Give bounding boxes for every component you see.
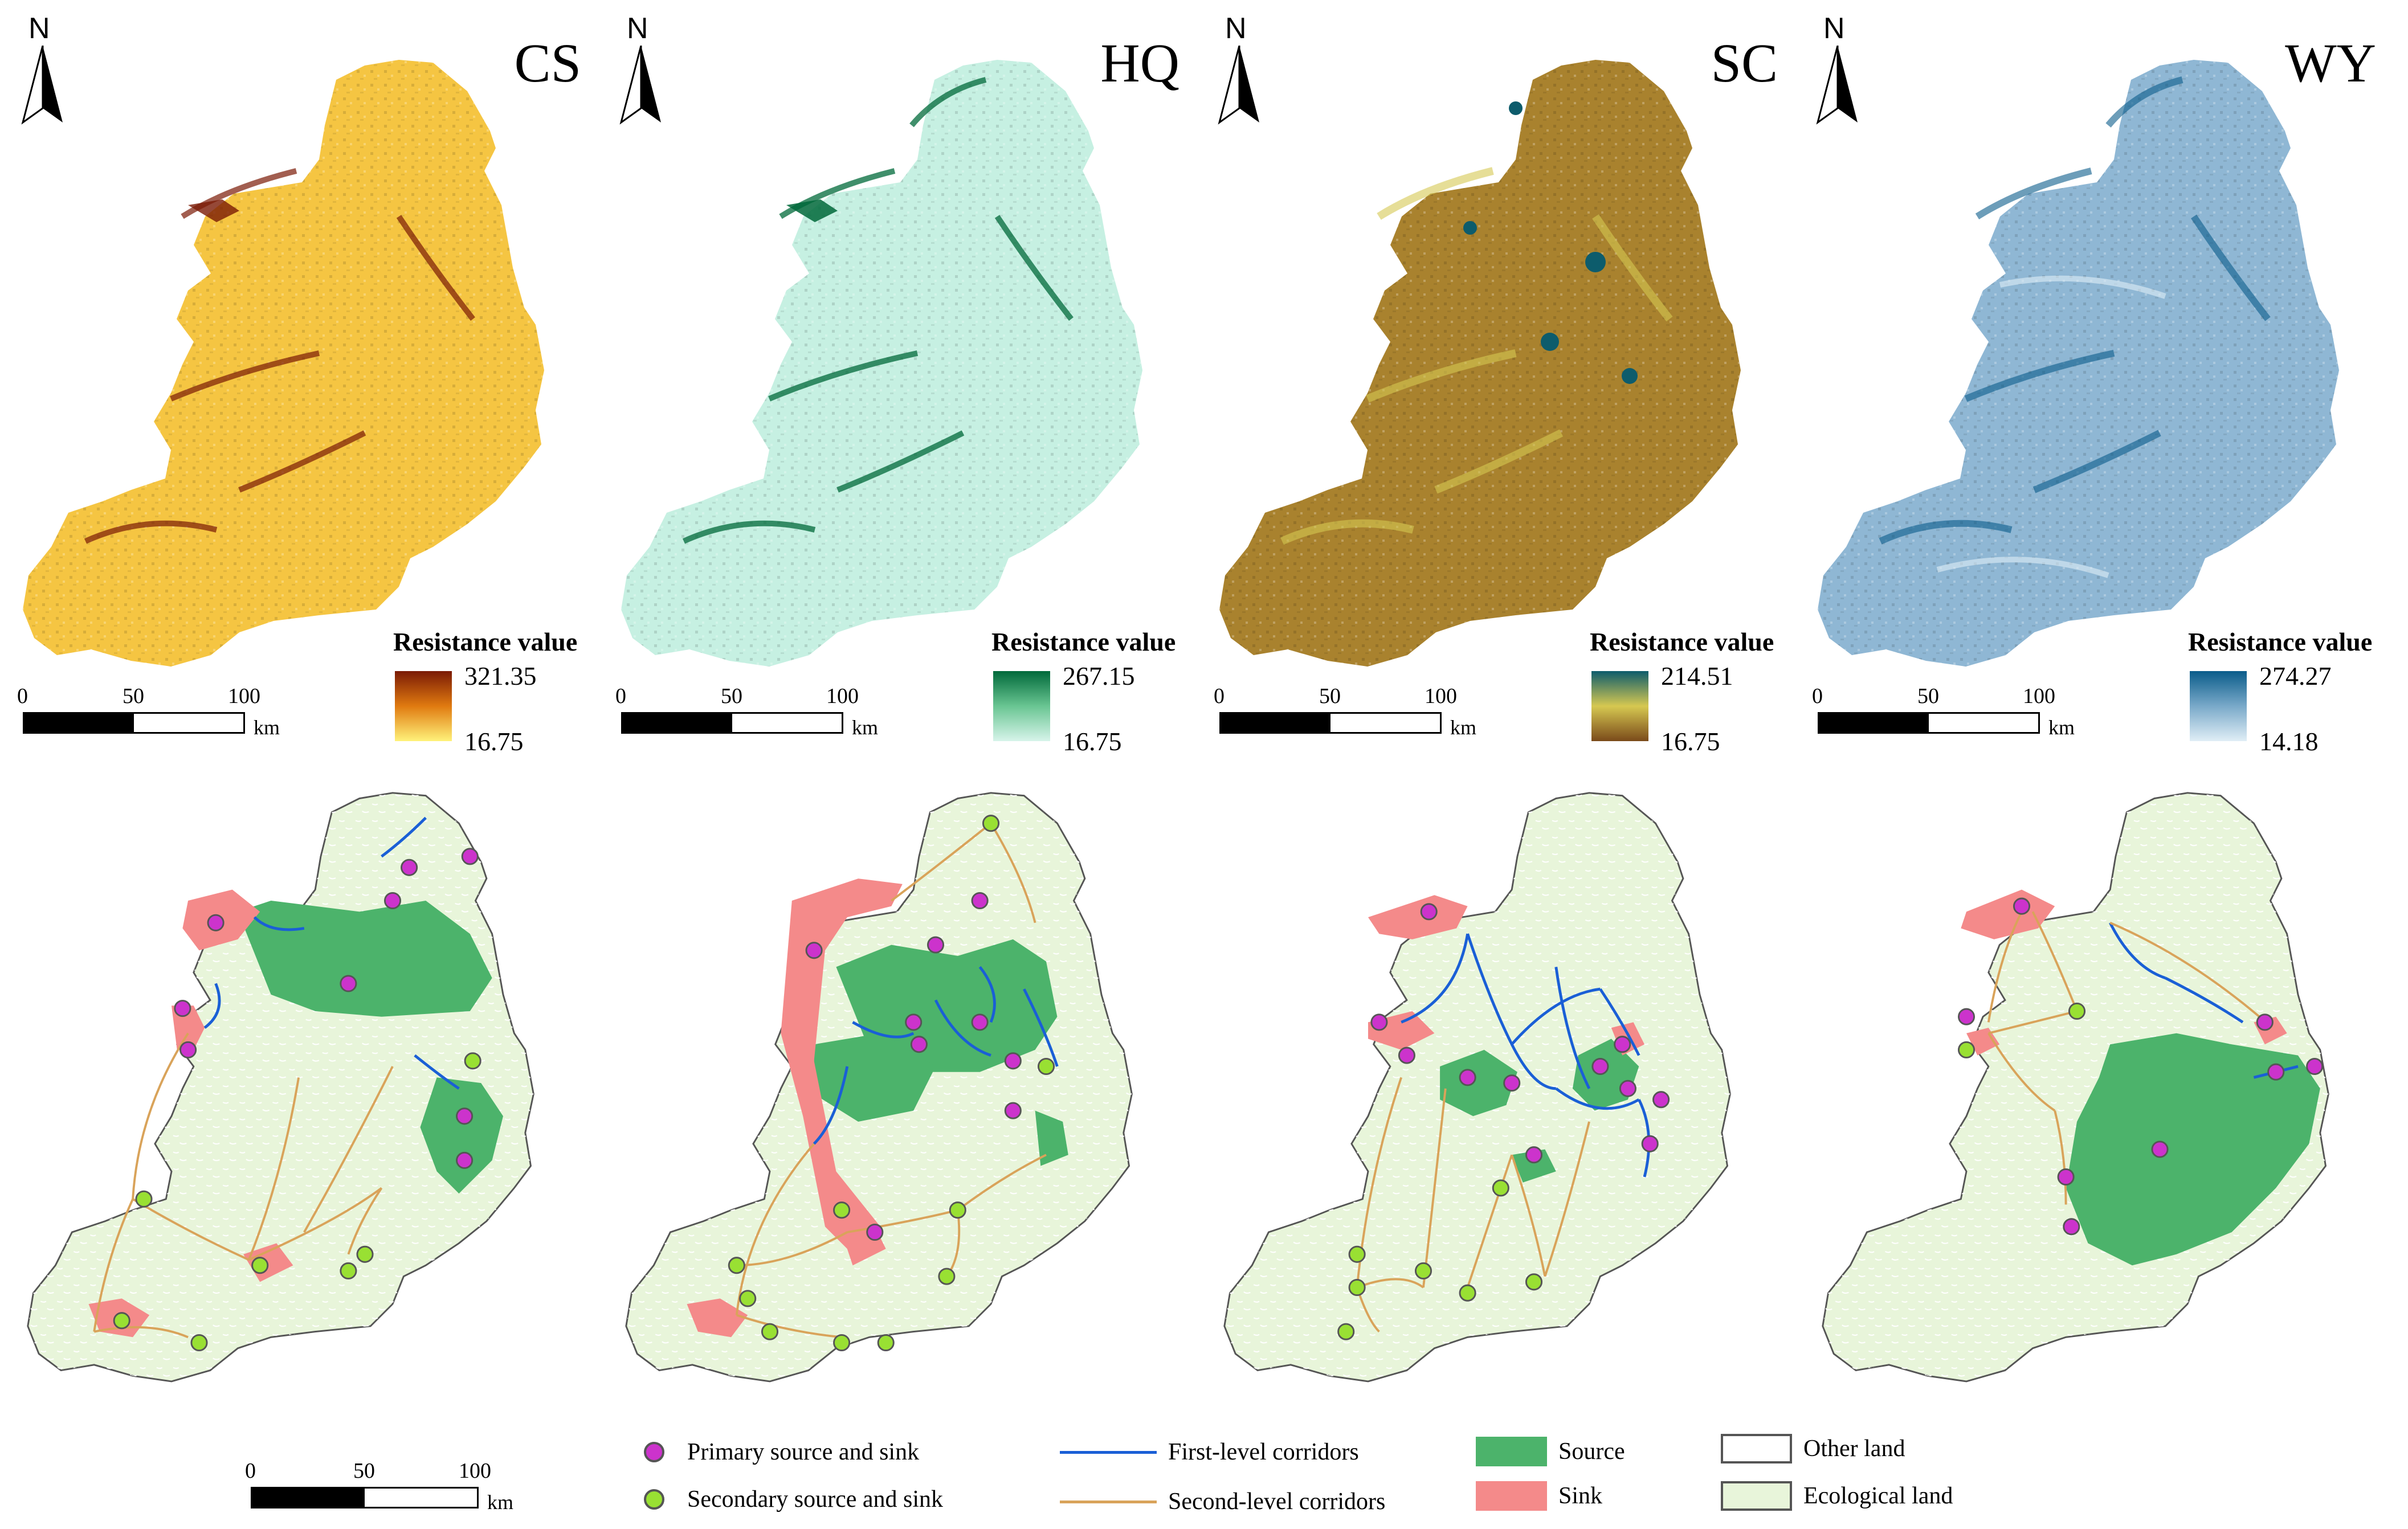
legend-other-land-label: Other land [1803, 1436, 1905, 1462]
legend-second-corridor-label: Second-level corridors [1168, 1489, 1386, 1515]
north-arrow: N [615, 11, 667, 125]
panel-cs: N CS Resistance value 321.35 16.75 0 50 … [0, 0, 598, 758]
map-code: CS [514, 32, 581, 93]
legend-first-corridor-label: First-level corridors [1168, 1439, 1359, 1465]
scale-tick-50: 50 [721, 684, 742, 708]
legend-second-corridor: Second-level corridors [1060, 1488, 1385, 1515]
legend-source: Source [1476, 1437, 1625, 1466]
legend-title: Resistance value [1590, 627, 1774, 656]
legend-primary: Primary source and sink [644, 1438, 919, 1466]
north-label: N [1823, 12, 1845, 45]
network-map-wy [1795, 780, 2393, 1413]
scale-tick-0: 0 [615, 684, 626, 708]
resistance-map-hq [621, 60, 1142, 667]
resistance-map-sc [1219, 60, 1741, 667]
scale-tick-0: 0 [1812, 684, 1823, 708]
scale-unit: km [852, 716, 879, 739]
legend-ecological-land: Ecological land [1721, 1481, 1953, 1511]
color-ramp [2190, 671, 2247, 741]
legend-title: Resistance value [991, 627, 1176, 656]
color-ramp [1591, 671, 1648, 741]
legend-secondary: Secondary source and sink [644, 1486, 943, 1513]
scale-tick-0: 0 [17, 684, 28, 708]
resistance-map-wy [1818, 60, 2339, 667]
map-code: HQ [1100, 32, 1179, 93]
legend-title: Resistance value [393, 627, 578, 656]
panel-sc: N SC Resistance value 214.51 16.75 0 50 … [1197, 0, 1795, 758]
north-label: N [28, 12, 50, 45]
north-arrow-icon [619, 46, 661, 125]
legend-other-land: Other land [1721, 1434, 1905, 1463]
north-arrow-icon [1218, 46, 1259, 125]
scale-bar: 0 50 100 km [615, 684, 889, 746]
color-ramp [993, 671, 1050, 741]
legend-min: 16.75 [464, 727, 524, 756]
north-arrow: N [17, 11, 68, 125]
legend-max: 214.51 [1661, 661, 1733, 690]
other-land-swatch-icon [1721, 1434, 1792, 1463]
legend-min: 16.75 [1063, 727, 1122, 756]
legend-sink-label: Sink [1558, 1483, 1603, 1509]
north-label: N [627, 12, 648, 45]
scale-tick-50: 50 [1917, 684, 1939, 708]
scale-tick-0: 0 [245, 1459, 256, 1483]
legend-min: 16.75 [1661, 727, 1720, 756]
network-map-cs [0, 780, 598, 1413]
second-corridor-line-icon [1060, 1500, 1157, 1503]
primary-dot-icon [644, 1442, 664, 1462]
scale-tick-50: 50 [1319, 684, 1341, 708]
legend-min: 14.18 [2259, 727, 2319, 756]
scale-unit: km [1450, 716, 1477, 739]
resistance-map-cs [23, 60, 544, 667]
scale-unit: km [487, 1491, 514, 1514]
north-arrow: N [1214, 11, 1265, 125]
map-code: SC [1711, 32, 1778, 93]
color-ramp [395, 671, 452, 741]
scale-tick-50: 50 [353, 1459, 375, 1483]
legend-max: 274.27 [2259, 661, 2332, 690]
sink-swatch-icon [1476, 1481, 1547, 1511]
north-arrow: N [1812, 11, 1863, 125]
map-code: WY [2285, 32, 2376, 93]
north-arrow-icon [21, 46, 63, 125]
legend-title: Resistance value [2188, 627, 2373, 656]
scale-bar: 0 50 100 km [17, 684, 291, 746]
legend-sink: Sink [1476, 1481, 1602, 1511]
legend-ecological-land-label: Ecological land [1803, 1483, 1953, 1509]
scale-bar: 0 50 100 km [1214, 684, 1487, 746]
panel-wy: N WY Resistance value 274.27 14.18 0 50 … [1795, 0, 2393, 758]
panel-hq: N HQ Resistance value 267.15 16.75 0 50 … [598, 0, 1197, 758]
scale-tick-100: 100 [826, 684, 859, 708]
secondary-dot-icon [644, 1489, 664, 1510]
scale-bar-bottom: 0 50 100 km [245, 1458, 541, 1521]
legend-first-corridor: First-level corridors [1060, 1438, 1359, 1466]
first-corridor-line-icon [1060, 1450, 1157, 1454]
scale-tick-100: 100 [1425, 684, 1457, 708]
network-map-hq [598, 780, 1197, 1413]
scale-unit: km [2048, 716, 2075, 739]
legend-max: 321.35 [464, 661, 537, 690]
source-swatch-icon [1476, 1437, 1547, 1466]
legend-max: 267.15 [1063, 661, 1135, 690]
ecological-land-swatch-icon [1721, 1481, 1792, 1511]
scale-tick-100: 100 [228, 684, 260, 708]
north-label: N [1225, 12, 1247, 45]
legend-source-label: Source [1558, 1438, 1625, 1465]
network-map-sc [1197, 780, 1795, 1413]
scale-tick-100: 100 [459, 1459, 491, 1483]
legend-secondary-label: Secondary source and sink [687, 1486, 944, 1512]
scale-tick-0: 0 [1214, 684, 1225, 708]
scale-unit: km [254, 716, 280, 739]
north-arrow-icon [1816, 46, 1858, 125]
scale-bar: 0 50 100 km [1812, 684, 2085, 746]
legend-primary-label: Primary source and sink [687, 1439, 920, 1465]
scale-tick-50: 50 [123, 684, 144, 708]
scale-tick-100: 100 [2023, 684, 2055, 708]
